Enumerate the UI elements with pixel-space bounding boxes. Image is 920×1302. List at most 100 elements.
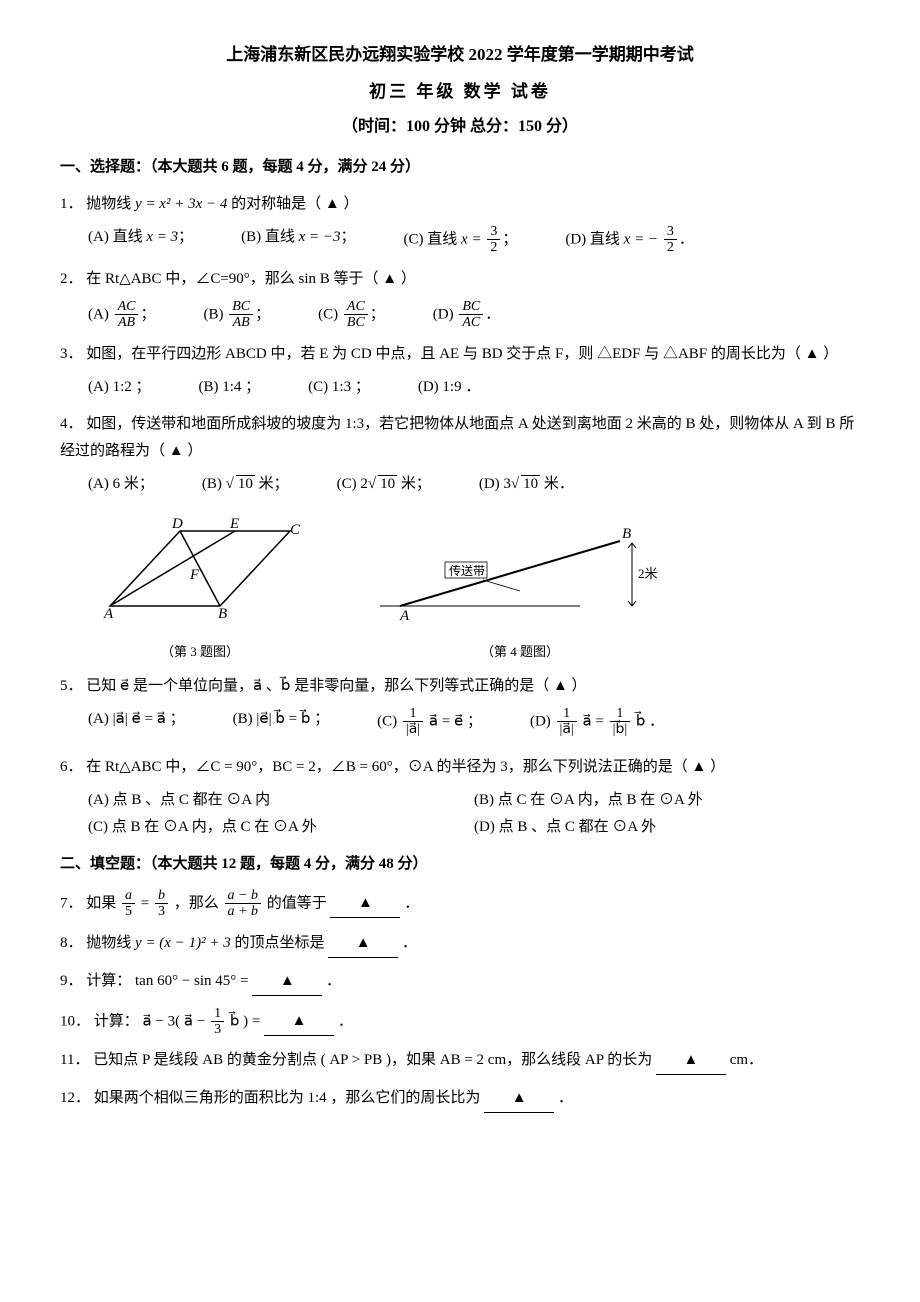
fig3-B: B [218,606,227,622]
q3-opt-b: (B) 1:4 ； [199,374,261,401]
q1-c-pre: x = [461,231,485,247]
q1-formula: y = x² + 3x − 4 [135,196,227,212]
q4-c-l: (C) 2 [337,476,368,492]
q5-opt-b: (B) |e⃗| b⃗ = b⃗ ； [233,706,329,738]
q7-pre: 如果 [86,895,120,911]
q8-formula: y = (x − 1)² + 3 [135,935,231,951]
q10-blank: ▲ [264,1008,334,1036]
q6-num: 6． [60,759,83,775]
q5-d-n2: 1 [610,706,631,722]
q4-b-sq: 10 [236,475,255,492]
figures-row: A B C D E F （第 3 题图） A B 传送带 2米 （第 4 题图） [90,516,860,663]
question-1: 1． 抛物线 y = x² + 3x − 4 的对称轴是（ ▲ ） [60,191,860,218]
q2-opt-b: (B) BCAB； [203,299,270,331]
q1-d-suf: ． [679,231,694,247]
q1-opt-c: (C) 直线 x = 32； [404,224,518,256]
q1-c-num: 3 [487,224,500,240]
q5-d-s: b⃗ ． [632,713,664,729]
q5-d-m: a⃗ = [579,713,608,729]
q1-b-val: x = −3 [299,229,341,245]
q8-blank: ▲ [328,930,398,958]
q2-b-n: BC [229,299,253,315]
figure-3-svg: A B C D E F [90,516,310,626]
q2-opt-c: (C) ACBC； [318,299,385,331]
q4-options: (A) 6 米； (B) √10 米； (C) 2√10 米； (D) 3√10… [88,471,860,498]
fig4-belt-label: 传送带 [449,563,485,578]
q4-d-l: (D) 3 [479,476,511,492]
q1-c-den: 2 [487,240,500,255]
q1-a-val: x = 3 [146,229,178,245]
q3-opt-d: (D) 1:9 ． [418,374,481,401]
q7-mid: ，那么 [174,895,223,911]
q9-blank: ▲ [252,968,322,996]
q5-num: 5． [60,678,83,694]
q9-text: 计算： tan 60° − sin 45° = [86,973,248,989]
question-4: 4． 如图，传送带和地面所成斜坡的坡度为 1:3，若它把物体从地面点 A 处送到… [60,411,860,465]
section-1-heading: 一、选择题：（本大题共 6 题，每题 4 分，满分 24 分） [60,154,860,181]
section-2-heading: 二、填空题：（本大题共 12 题，每题 4 分，满分 48 分） [60,851,860,878]
fig3-D: D [171,516,183,532]
q4-b-s: 米； [255,476,289,492]
q1-d-pre: x = − [624,231,662,247]
q6-options: (A) 点 B 、点 C 都在 ⊙A 内 (B) 点 C 在 ⊙A 内，点 B … [88,787,860,841]
q1-b-suf: ； [341,229,356,245]
q2-opt-a: (A) ACAB； [88,299,155,331]
q10-expr-pre: a⃗ − 3( a⃗ − [143,1013,210,1029]
q3-opt-c: (C) 1:3 ； [308,374,370,401]
q5-d-d1: |a⃗| [557,722,577,737]
q1-text-post: 的对称轴是（ ▲ ） [231,196,358,212]
q9-blank-tri: ▲ [280,973,295,989]
q3-opt-a: (A) 1:2 ； [88,374,151,401]
q7-f3d: a + b [225,904,261,919]
q2-c-d: BC [344,315,368,330]
q2-opt-d: (D) BCAC． [433,299,500,331]
q1-d-den: 2 [664,240,677,255]
q2-d-n: BC [459,299,483,315]
q4-d-sq: 10 [521,475,540,492]
q3-text: 如图，在平行四边形 ABCD 中，若 E 为 CD 中点，且 AE 与 BD 交… [86,346,838,362]
question-6: 6． 在 Rt△ABC 中，∠C = 90°，BC = 2，∠B = 60°，⊙… [60,754,860,781]
q4-d-s: 米． [540,476,574,492]
q1-a-suf: ； [178,229,193,245]
figure-4: A B 传送带 2米 （第 4 题图） [370,526,670,663]
q1-opt-a: (A) 直线 x = 3； [88,224,193,256]
q7-f1d: 5 [122,904,135,919]
q6-opt-c: (C) 点 B 在 ⊙A 内，点 C 在 ⊙A 外 [88,814,474,841]
title-sub: 初三 年级 数学 试卷 [60,77,860,108]
q1-opt-d: (D) 直线 x = − 32． [565,224,694,256]
q1-a-label: (A) 直线 [88,229,146,245]
q2-c-n: AC [344,299,368,315]
title-main: 上海浦东新区民办远翔实验学校 2022 学年度第一学期期中考试 [60,40,860,71]
q10-expr-post: b⃗ ) = [230,1013,260,1029]
q4-opt-c: (C) 2√10 米； [337,471,431,498]
q9-suf: ． [326,973,341,989]
q8-post: 的顶点坐标是 [234,935,324,951]
q5-c-d: |a⃗| [403,722,423,737]
fig4-caption: （第 4 题图） [370,640,670,663]
q9-num: 9． [60,973,83,989]
q12-blank-tri: ▲ [512,1090,527,1106]
q5-c-l: (C) [377,713,401,729]
q2-options: (A) ACAB； (B) BCAB； (C) ACBC； (D) BCAC． [88,299,860,331]
q4-text: 如图，传送带和地面所成斜坡的坡度为 1:3，若它把物体从地面点 A 处送到离地面… [60,416,854,459]
q7-f2d: 3 [155,904,168,919]
q7-post: 的值等于 [267,895,327,911]
q5-d-n1: 1 [557,706,577,722]
q3-num: 3． [60,346,83,362]
fig3-C: C [290,522,301,538]
q7-blank-tri: ▲ [358,895,373,911]
q5-d-l: (D) [530,713,555,729]
q11-suf: cm． [730,1052,763,1068]
fig3-F: F [189,567,200,583]
q4-num: 4． [60,416,83,432]
figure-4-svg: A B 传送带 2米 [370,526,670,626]
q1-b-label: (B) 直线 [241,229,299,245]
question-3: 3． 如图，在平行四边形 ABCD 中，若 E 为 CD 中点，且 AE 与 B… [60,341,860,368]
q10-blank-tri: ▲ [292,1013,307,1029]
q6-opt-d: (D) 点 B 、点 C 都在 ⊙A 外 [474,814,860,841]
q1-num: 1． [60,196,83,212]
q4-b-l: (B) [202,476,226,492]
q6-text: 在 Rt△ABC 中，∠C = 90°，BC = 2，∠B = 60°，⊙A 的… [86,759,725,775]
q8-suf: ． [402,935,417,951]
question-9: 9． 计算： tan 60° − sin 45° = ▲ ． [60,968,860,996]
